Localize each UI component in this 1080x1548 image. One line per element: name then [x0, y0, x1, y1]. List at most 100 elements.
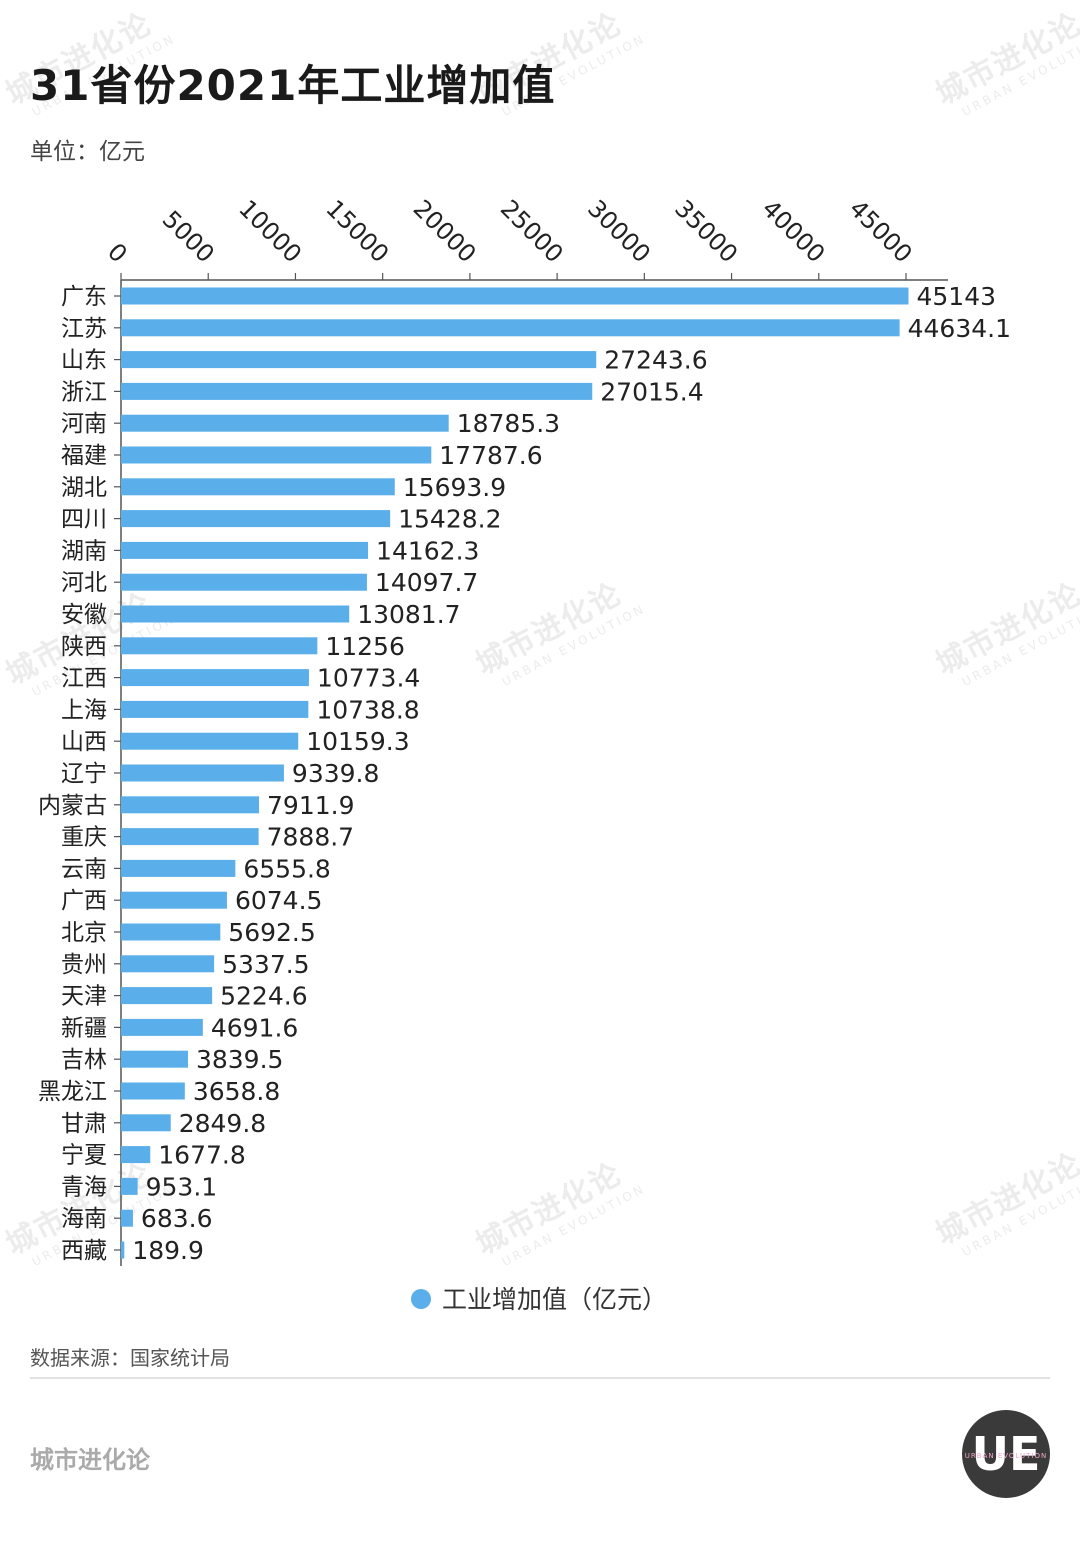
category-label: 福建	[61, 443, 107, 469]
x-tick-label: 45000	[844, 194, 918, 268]
data-label: 6555.8	[243, 854, 330, 883]
bar	[121, 1177, 138, 1195]
bar	[121, 859, 236, 877]
x-tick-label: 25000	[495, 194, 569, 268]
bar	[121, 891, 227, 909]
data-label: 7911.9	[267, 791, 354, 820]
data-label: 7888.7	[267, 823, 354, 852]
category-label: 河北	[61, 570, 107, 596]
bar	[121, 605, 350, 623]
category-label: 吉林	[61, 1047, 107, 1073]
bar	[121, 319, 900, 337]
category-label: 重庆	[61, 825, 107, 851]
bar	[121, 478, 395, 496]
x-axis: 0 5000 10000 15000 20000 25000 30000 35000 40000…	[102, 194, 948, 281]
data-label: 683.6	[141, 1204, 213, 1233]
data-label: 27015.4	[600, 377, 703, 406]
logo-text: URBAN EVOLUTION	[965, 1452, 1047, 1460]
x-tick-label: 40000	[757, 194, 831, 268]
data-label: 953.1	[146, 1172, 218, 1201]
category-label: 云南	[61, 856, 107, 882]
data-label: 44634.1	[908, 314, 1011, 343]
legend-marker	[411, 1289, 431, 1309]
bar	[121, 732, 299, 750]
bar	[121, 573, 367, 591]
bar	[121, 1050, 188, 1068]
data-label: 17787.6	[439, 441, 542, 470]
category-label: 安徽	[61, 602, 107, 628]
category-label: 河南	[61, 411, 107, 437]
category-label: 青海	[61, 1174, 107, 1200]
chart-title: 31省份2021年工业增加值	[30, 61, 556, 110]
category-label: 新疆	[61, 1015, 107, 1041]
bar	[121, 700, 309, 718]
data-label: 10738.8	[316, 695, 419, 724]
bar	[121, 541, 369, 559]
bar	[121, 414, 449, 432]
data-label: 4691.6	[211, 1013, 298, 1042]
bar	[121, 1114, 171, 1132]
bar	[121, 1018, 203, 1036]
bar	[121, 510, 391, 528]
category-label: 陕西	[61, 634, 107, 660]
category-label: 湖南	[61, 538, 107, 564]
legend: 工业增加值（亿元）	[411, 1285, 667, 1314]
bar	[121, 287, 909, 305]
legend-label: 工业增加值（亿元）	[442, 1285, 667, 1314]
bar	[121, 637, 318, 655]
source-label: 数据来源：国家统计局	[30, 1346, 230, 1370]
bar	[121, 669, 309, 687]
x-tick-label: 5000	[157, 205, 220, 268]
data-label: 15428.2	[398, 505, 501, 534]
category-label: 海南	[61, 1206, 107, 1232]
data-label: 3658.8	[193, 1077, 280, 1106]
category-label: 黑龙江	[38, 1079, 107, 1105]
x-tick-label: 30000	[582, 194, 656, 268]
x-tick-label: 10000	[233, 194, 307, 268]
bar	[121, 351, 597, 369]
data-label: 10773.4	[317, 664, 420, 693]
data-label: 5692.5	[228, 918, 315, 947]
category-label: 广西	[61, 888, 107, 914]
category-label: 贵州	[61, 952, 107, 978]
bar	[121, 1082, 185, 1100]
data-label: 18785.3	[457, 409, 560, 438]
category-label: 宁夏	[61, 1143, 107, 1169]
category-label: 山西	[61, 729, 107, 755]
bar	[121, 923, 221, 941]
category-label: 内蒙古	[38, 793, 107, 819]
x-tick-label: 15000	[320, 194, 394, 268]
data-label: 189.9	[132, 1236, 204, 1265]
data-label: 11256	[325, 632, 405, 661]
y-axis: 广东江苏山东浙江河南福建湖北四川湖南河北安徽陕西江西上海山西辽宁内蒙古重庆云南广…	[38, 280, 122, 1266]
category-label: 甘肃	[61, 1111, 107, 1137]
category-label: 广东	[61, 284, 107, 310]
bar	[121, 1146, 151, 1164]
data-label: 6074.5	[235, 886, 322, 915]
data-label: 27243.6	[604, 346, 707, 375]
category-label: 四川	[61, 507, 107, 533]
category-label: 天津	[61, 984, 107, 1010]
unit-label: 单位：亿元	[30, 139, 145, 165]
category-label: 山东	[61, 348, 107, 374]
category-label: 浙江	[61, 379, 107, 405]
category-label: 上海	[61, 697, 107, 723]
data-label: 14097.7	[375, 568, 478, 597]
bar	[121, 382, 593, 400]
data-label: 13081.7	[357, 600, 460, 629]
x-tick-label: 0	[102, 238, 133, 269]
logo-letters: UE	[972, 1427, 1041, 1481]
bar	[121, 1209, 133, 1227]
bar	[121, 955, 215, 973]
data-label: 14162.3	[376, 536, 479, 565]
data-label: 9339.8	[292, 759, 379, 788]
category-label: 湖北	[61, 475, 107, 501]
bar-chart: 0 5000 10000 15000 20000 25000 30000 35000 40000…	[38, 194, 1011, 1314]
x-tick-label: 35000	[669, 194, 743, 268]
category-label: 江苏	[61, 316, 107, 342]
category-label: 北京	[61, 920, 107, 946]
bar	[121, 828, 259, 846]
x-tick-label: 20000	[408, 194, 482, 268]
divider	[30, 1377, 1050, 1379]
